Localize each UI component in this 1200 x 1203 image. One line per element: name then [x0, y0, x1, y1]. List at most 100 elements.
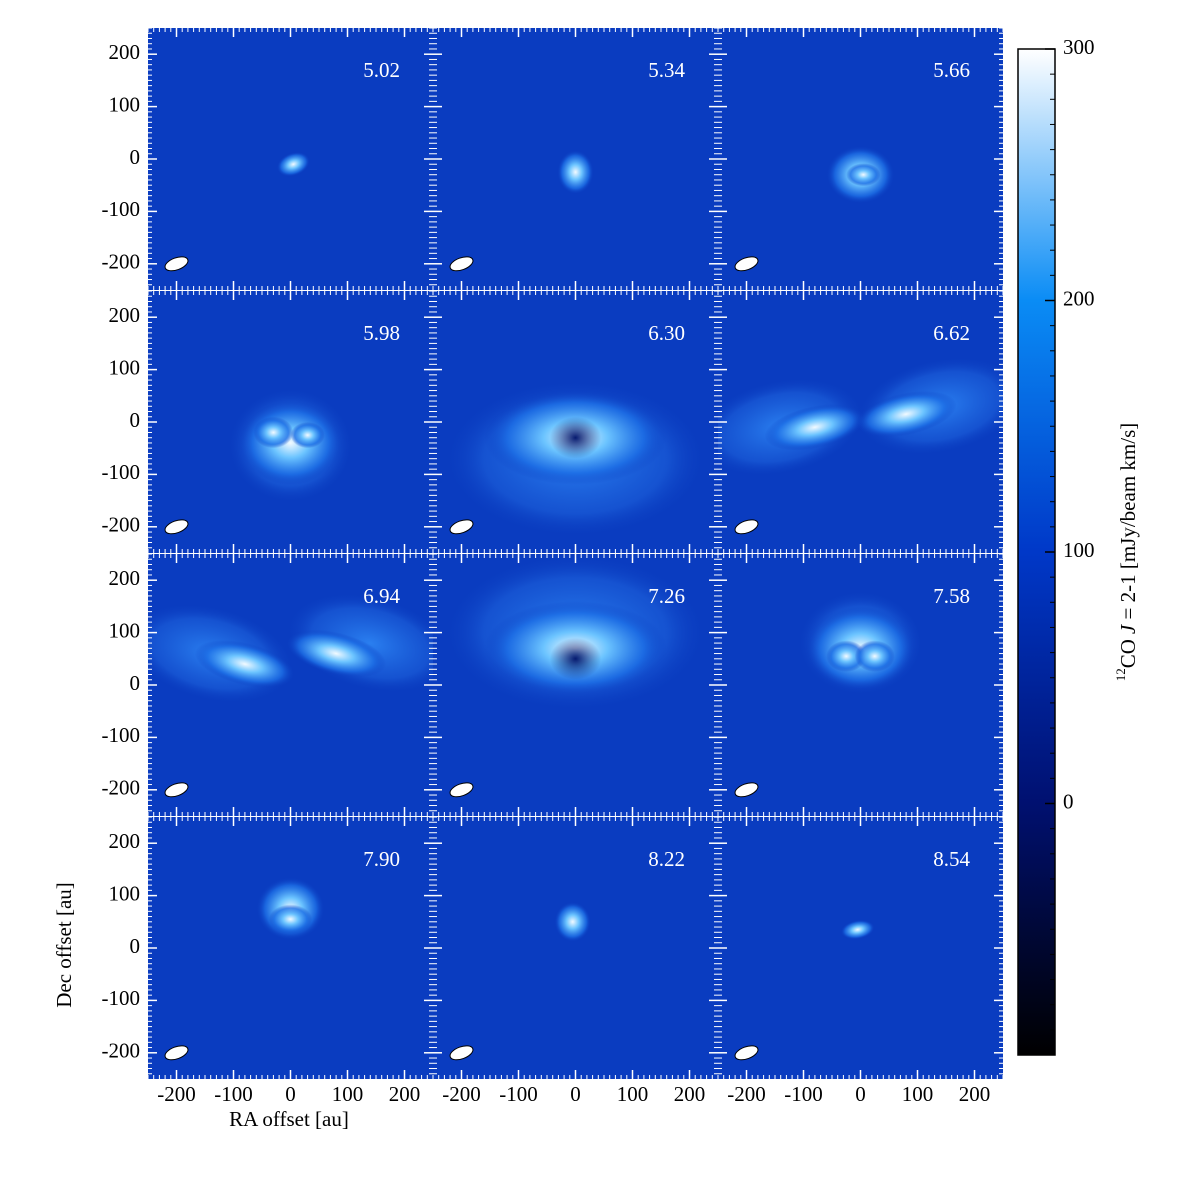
beam	[734, 782, 759, 798]
panel-label: 6.30	[648, 321, 685, 345]
emission	[549, 637, 602, 680]
beam	[449, 1045, 474, 1061]
emission	[557, 150, 594, 195]
y-tick-label: -100	[102, 197, 141, 221]
panel	[433, 28, 718, 290]
colorbar-label: 12CO J = 2-1 [mJy/beam km/s]	[1113, 423, 1140, 682]
x-tick-label: 0	[285, 1082, 296, 1106]
y-tick-label: 200	[109, 40, 141, 64]
emission	[253, 416, 294, 449]
panel	[718, 817, 1003, 1079]
x-tick-label: 200	[674, 1082, 706, 1106]
x-tick-label: -100	[214, 1082, 253, 1106]
emission	[846, 163, 881, 187]
y-tick-label: -200	[102, 250, 141, 274]
x-tick-label: -200	[727, 1082, 766, 1106]
x-tick-label: -100	[784, 1082, 823, 1106]
y-tick-label: 100	[109, 92, 141, 116]
emission	[764, 404, 866, 451]
emission	[549, 416, 602, 459]
emission	[854, 640, 895, 672]
panel-label: 8.54	[933, 847, 970, 871]
panel-label: 7.58	[933, 584, 970, 608]
beam	[734, 1045, 759, 1061]
y-tick-label: -200	[102, 1039, 141, 1063]
y-tick-label: 0	[130, 934, 141, 958]
panel	[148, 291, 433, 553]
panel-label: 7.90	[363, 847, 400, 871]
beam	[164, 256, 189, 272]
panel	[148, 28, 433, 290]
panel	[433, 291, 718, 553]
y-tick-label: -200	[102, 776, 141, 800]
x-tick-label: 100	[902, 1082, 934, 1106]
y-tick-label: -100	[102, 986, 141, 1010]
panel	[718, 28, 1003, 290]
panel-label: 5.34	[648, 58, 685, 82]
emission	[268, 904, 313, 934]
y-tick-label: 200	[109, 829, 141, 853]
panel-label: 5.98	[363, 321, 400, 345]
emission	[286, 629, 387, 678]
y-tick-label: 100	[109, 881, 141, 905]
panel	[148, 554, 433, 816]
panel-label: 5.02	[363, 58, 400, 82]
panel-label: 6.62	[933, 321, 970, 345]
x-tick-label: 200	[389, 1082, 421, 1106]
beam	[164, 519, 189, 535]
y-tick-label: 100	[109, 618, 141, 642]
y-axis-label: Dec offset [au]	[52, 882, 76, 1008]
x-tick-label: -200	[442, 1082, 481, 1106]
beam	[449, 519, 474, 535]
colorbar-label-isotope: 12	[1113, 668, 1128, 681]
colorbar-tick-label: 300	[1063, 35, 1095, 59]
panel	[433, 554, 718, 816]
beam	[449, 782, 474, 798]
panel-background	[148, 817, 433, 1079]
colorbar-tick-label: 100	[1063, 538, 1095, 562]
panel-label: 5.66	[933, 58, 970, 82]
y-tick-label: -200	[102, 513, 141, 537]
emission	[290, 422, 325, 449]
y-tick-label: -100	[102, 723, 141, 747]
emission	[239, 401, 342, 485]
colorbar-tick-label: 200	[1063, 286, 1095, 310]
emission	[840, 919, 875, 940]
x-tick-label: 100	[617, 1082, 649, 1106]
emission	[194, 640, 295, 688]
y-tick-label: 0	[130, 145, 141, 169]
emission	[276, 151, 310, 177]
panel	[718, 554, 1003, 816]
y-tick-label: -100	[102, 460, 141, 484]
panel-label: 7.26	[648, 584, 685, 608]
colorbar-label-line: J	[1116, 623, 1140, 634]
colorbar-tick-label: 0	[1063, 789, 1074, 813]
beam	[164, 1045, 189, 1061]
emission	[554, 901, 591, 942]
x-tick-label: 0	[855, 1082, 866, 1106]
x-tick-label: -100	[499, 1082, 538, 1106]
beam	[164, 782, 189, 798]
x-tick-label: 200	[959, 1082, 991, 1106]
beam	[734, 256, 759, 272]
beam	[449, 256, 474, 272]
panel-background	[718, 817, 1003, 1079]
panel	[718, 291, 1003, 553]
panel	[433, 817, 718, 1079]
y-tick-label: 200	[109, 303, 141, 327]
beam	[734, 519, 759, 535]
x-tick-label: 100	[332, 1082, 364, 1106]
x-tick-label: 0	[570, 1082, 581, 1106]
emission	[826, 640, 867, 672]
x-axis-label: RA offset [au]	[229, 1107, 349, 1131]
colorbar-label-molecule: CO	[1116, 639, 1140, 668]
y-tick-label: 100	[109, 355, 141, 379]
emission	[855, 391, 957, 438]
x-tick-label: -200	[157, 1082, 196, 1106]
panel-background	[433, 817, 718, 1079]
y-tick-label: 0	[130, 408, 141, 432]
panel-label: 8.22	[648, 847, 685, 871]
panel-label: 6.94	[363, 584, 400, 608]
colorbar-label-rest: = 2-1 [mJy/beam km/s]	[1116, 423, 1140, 625]
